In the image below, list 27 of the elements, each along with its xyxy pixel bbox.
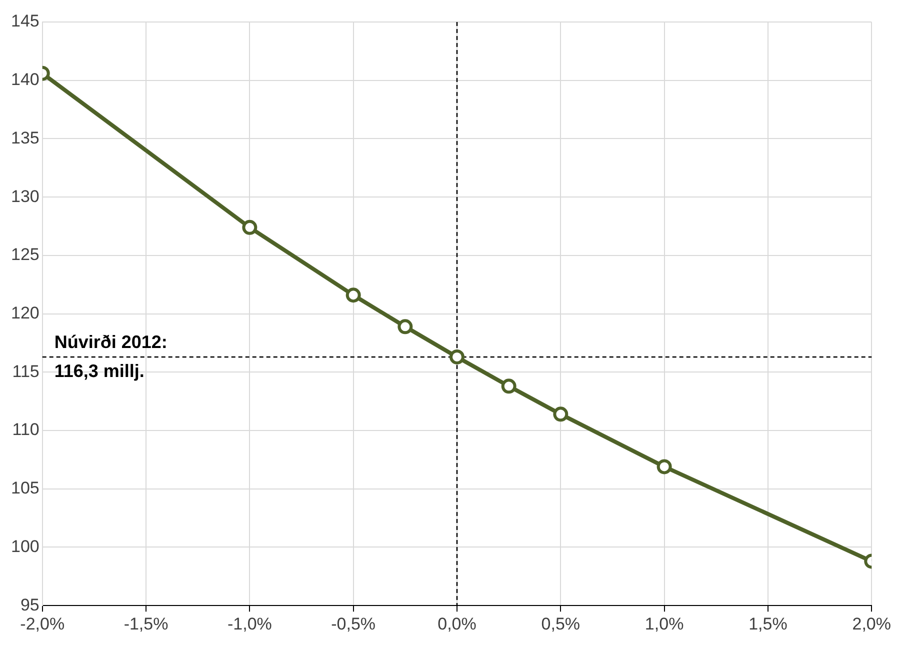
y-tick-label: 110 bbox=[12, 420, 40, 440]
y-tick-label: 95 bbox=[20, 595, 40, 614]
x-tick-label: -1,0% bbox=[227, 614, 272, 634]
x-tick-label: 2,0% bbox=[852, 614, 891, 634]
y-tick-label: 100 bbox=[10, 536, 40, 556]
point bbox=[398, 319, 413, 334]
x-tick-label: -1,5% bbox=[124, 614, 168, 634]
y-tick-label: 105 bbox=[10, 478, 40, 498]
x-tick-label: 0,5% bbox=[541, 614, 580, 634]
x-tick-label: 1,5% bbox=[748, 614, 788, 634]
point bbox=[346, 288, 361, 303]
y-tick-label: 130 bbox=[10, 186, 40, 206]
x-tick-label: -0,5% bbox=[331, 614, 376, 634]
y-tick-label: 125 bbox=[10, 245, 40, 264]
x-tick-label: 1,0% bbox=[644, 614, 684, 634]
y-tick-label: 120 bbox=[10, 303, 40, 322]
ref-line-label: Núvirði 2012: 116,3 millj. bbox=[54, 332, 168, 381]
y-tick-label: 115 bbox=[12, 362, 40, 381]
x-tick-label: 0,0% bbox=[438, 614, 476, 634]
y-tick-label: 145 bbox=[10, 12, 40, 31]
y-tick-label: 135 bbox=[10, 128, 40, 148]
point bbox=[242, 220, 258, 235]
point bbox=[553, 406, 568, 422]
x-tick-label: -2,0% bbox=[20, 614, 65, 634]
y-tick-label: 140 bbox=[10, 70, 40, 90]
point bbox=[501, 378, 516, 394]
point bbox=[449, 349, 464, 364]
